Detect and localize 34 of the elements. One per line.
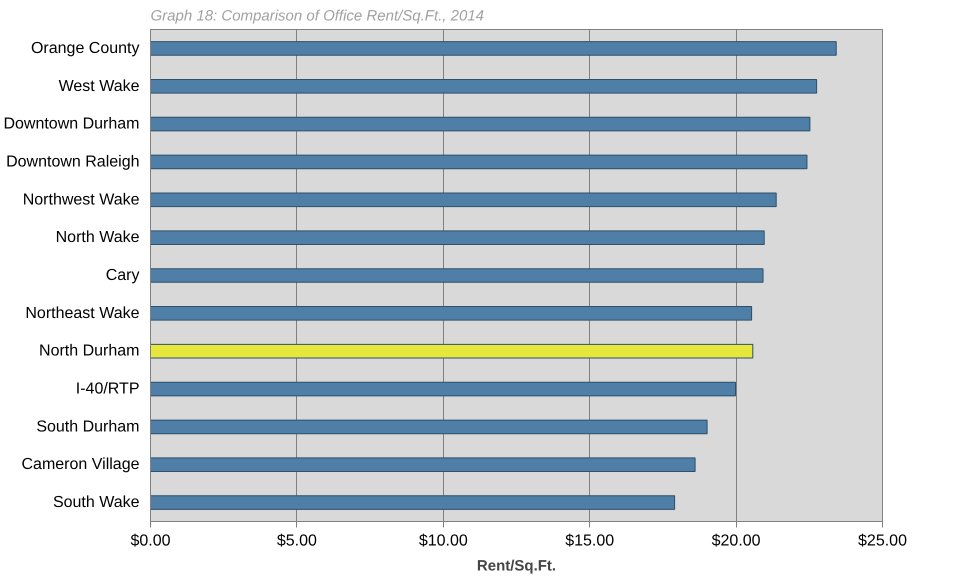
- y-tick-label: South Wake: [52, 494, 140, 512]
- bar: [150, 230, 765, 245]
- y-tick-label: Northwest Wake: [22, 191, 140, 208]
- bar: [150, 154, 808, 170]
- y-tick-label: Cary: [106, 267, 140, 284]
- y-tick-label: North Wake: [56, 229, 140, 246]
- chart-title: Graph 18: Comparison of Office Rent/Sq.Ft., 2014: [150, 8, 484, 24]
- bar: [150, 116, 810, 132]
- y-tick-label: Northeast Wake: [25, 304, 140, 322]
- x-tick-label: $5.00: [276, 532, 318, 550]
- x-tick-label: $20.00: [712, 532, 761, 550]
- x-axis-title: Rent/Sq.Ft.: [476, 558, 556, 574]
- y-tick-label: Orange County: [30, 40, 140, 57]
- bar: [150, 420, 708, 434]
- bar: [150, 344, 754, 359]
- x-tick-label: $25.00: [858, 532, 908, 550]
- y-tick-label: South Durham: [36, 418, 140, 436]
- x-tick-label: $0.00: [130, 532, 171, 550]
- bar: [150, 41, 837, 56]
- bar: [150, 268, 764, 283]
- x-tick-label: $10.00: [418, 532, 468, 550]
- bar: [150, 382, 736, 396]
- bar: [150, 192, 777, 208]
- bar: [150, 457, 696, 472]
- bar: [150, 306, 752, 321]
- y-tick-label: Cameron Village: [22, 456, 140, 474]
- y-tick-label: North Durham: [39, 342, 140, 360]
- y-tick-label: I-40/RTP: [76, 380, 140, 398]
- bar: [150, 78, 818, 94]
- y-tick-label: Downtown Raleigh: [6, 153, 140, 170]
- y-tick-label: Downtown Durham: [3, 116, 140, 133]
- x-tick-label: $15.00: [565, 532, 614, 550]
- bar: [150, 495, 676, 510]
- y-tick-label: West Wake: [58, 78, 140, 95]
